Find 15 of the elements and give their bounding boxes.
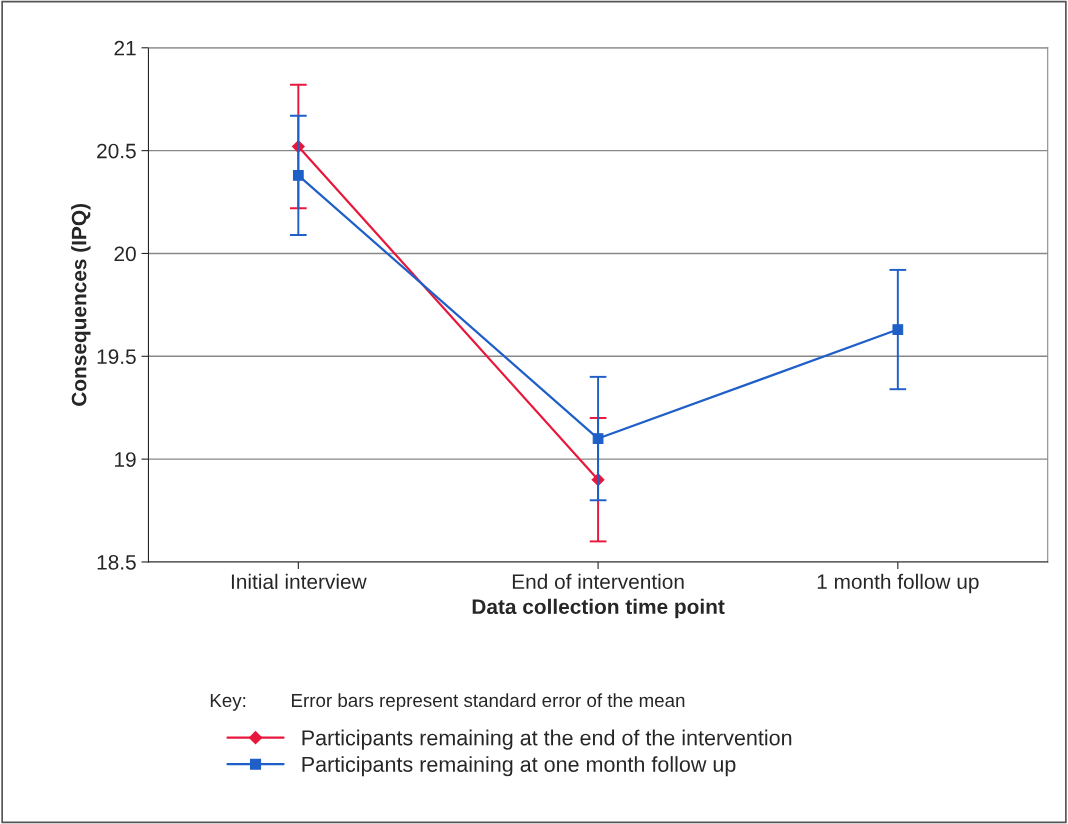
y-tick-label: 19 (115, 452, 136, 467)
y-tick-label: 19.5 (97, 349, 136, 365)
x-tick-label: Initial interview (231, 573, 367, 590)
y-tick-label: 20 (114, 246, 136, 262)
text: Error bars represent standard error of the mean (292, 693, 685, 711)
x-tick-label: 1 month follow up (817, 573, 979, 594)
text: Key: (210, 694, 246, 711)
legend-label: Participants remaining at one month follow up (302, 756, 736, 777)
x-axis-title: Data collection time point (472, 598, 725, 619)
legend-label: Participants remaining at the end of the intervention (302, 729, 792, 750)
y-axis-title: Consequences (IPQ) (71, 204, 91, 406)
y-tick-label: 21 (114, 40, 136, 56)
x-tick-label: End of intervention (512, 573, 684, 590)
y-tick-label: 18.5 (97, 554, 136, 570)
y-tick-label: 20.5 (97, 143, 136, 159)
